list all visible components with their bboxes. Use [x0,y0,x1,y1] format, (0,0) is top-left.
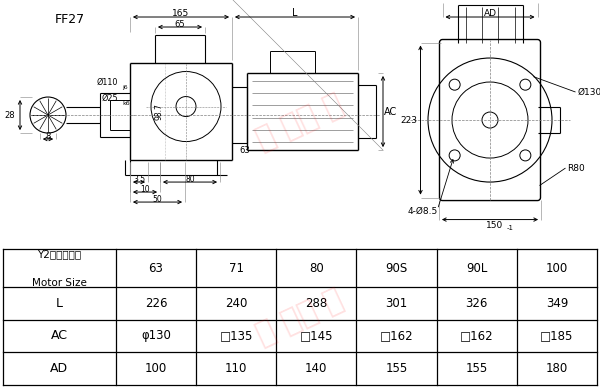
Text: Ø130: Ø130 [577,88,600,96]
Text: 349: 349 [546,297,568,310]
Text: 140: 140 [305,362,328,375]
Text: 180: 180 [546,362,568,375]
Text: AC: AC [51,329,68,342]
Text: AC: AC [385,107,398,117]
Text: 一 码特 优: 一 码特 优 [252,284,348,350]
Text: 80: 80 [185,175,195,184]
Text: 一 码特 优: 一 码特 优 [252,90,348,155]
Text: φ130: φ130 [141,329,171,342]
Text: -1: -1 [506,224,514,231]
Text: 226: 226 [145,297,167,310]
Text: 63: 63 [149,262,163,275]
Text: 301: 301 [385,297,407,310]
Text: j6: j6 [122,84,128,89]
Text: □162: □162 [460,329,494,342]
Text: 240: 240 [225,297,247,310]
Text: 110: 110 [225,362,247,375]
Text: 71: 71 [229,262,244,275]
Text: L: L [56,297,63,310]
Text: Ø25: Ø25 [101,93,118,103]
Text: 165: 165 [172,9,190,18]
Text: 8: 8 [46,131,50,140]
Text: 90L: 90L [466,262,487,275]
Text: 3.5: 3.5 [133,175,145,184]
Text: 100: 100 [546,262,568,275]
Text: 223: 223 [400,116,417,124]
Text: 63: 63 [239,145,250,154]
Text: □135: □135 [220,329,253,342]
Text: 50: 50 [152,194,163,203]
Text: FF27: FF27 [55,13,85,26]
Text: Y2电机机座号: Y2电机机座号 [37,249,82,259]
Text: □185: □185 [540,329,574,342]
Text: AD: AD [50,362,68,375]
Text: □145: □145 [299,329,333,342]
Text: L: L [292,8,298,18]
Text: 90S: 90S [385,262,407,275]
Text: 98.7: 98.7 [155,103,163,120]
Text: 65: 65 [175,19,185,28]
Text: 155: 155 [466,362,488,375]
Text: 288: 288 [305,297,328,310]
Text: Motor Size: Motor Size [32,278,87,288]
Text: 80: 80 [309,262,324,275]
Text: 150: 150 [487,221,503,230]
Text: 10: 10 [140,184,150,194]
Text: 28: 28 [5,110,16,119]
Text: 155: 155 [385,362,407,375]
Text: k6: k6 [122,100,130,105]
Text: R80: R80 [568,163,585,173]
Text: Ø110: Ø110 [97,77,118,86]
Text: □162: □162 [380,329,413,342]
Text: AD: AD [484,9,497,18]
Text: 100: 100 [145,362,167,375]
Text: 326: 326 [466,297,488,310]
Text: 4-Ø8.5: 4-Ø8.5 [407,207,437,216]
